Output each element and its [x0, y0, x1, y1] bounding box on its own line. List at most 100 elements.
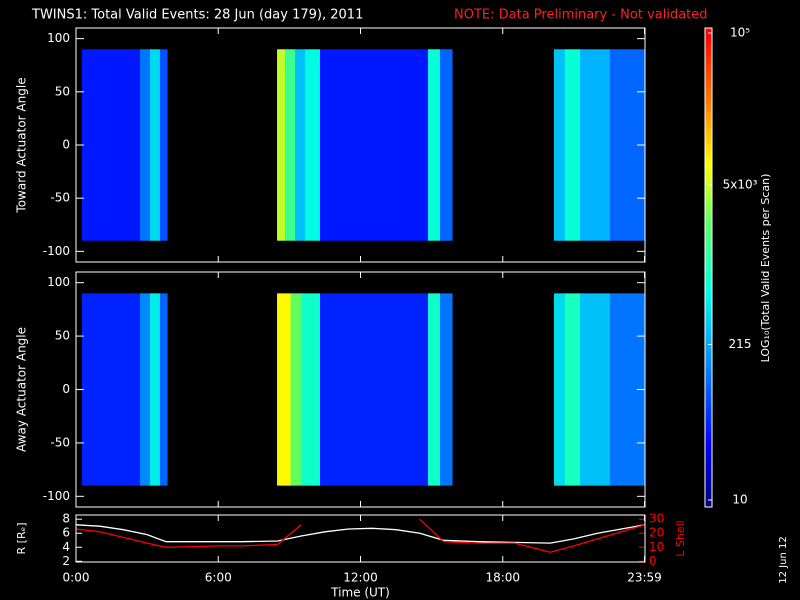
heatmap-cell: [319, 49, 429, 241]
colorbar-slice: [705, 364, 712, 367]
colorbar-slice: [705, 478, 712, 481]
colorbar-slice: [705, 224, 712, 227]
colorbar-slice: [705, 242, 712, 245]
colorbar-slice: [705, 302, 712, 305]
colorbar-slice: [705, 260, 712, 263]
colorbar-slice: [705, 250, 712, 253]
heatmap-cell: [277, 293, 292, 486]
colorbar-slice: [705, 58, 712, 61]
y-tick-label: 0: [62, 138, 70, 152]
colorbar-slice: [705, 410, 712, 413]
colorbar-slice: [705, 40, 712, 43]
colorbar-slice: [705, 232, 712, 235]
colorbar-slice: [705, 322, 712, 325]
colorbar-slice: [705, 396, 712, 399]
colorbar-slice: [705, 84, 712, 87]
colorbar-slice: [705, 106, 712, 109]
colorbar-slice: [705, 236, 712, 239]
colorbar-slice: [705, 88, 712, 91]
chart-title: TWINS1: Total Valid Events: 28 Jun (day …: [31, 8, 363, 23]
colorbar-slice: [705, 64, 712, 67]
colorbar-slice: [705, 192, 712, 195]
colorbar-slice: [705, 422, 712, 425]
y2-tick-label: 30: [649, 512, 664, 526]
colorbar-slice: [705, 166, 712, 169]
heatmap-cell: [284, 49, 296, 241]
colorbar-slice: [705, 488, 712, 491]
x-tick-label: 18:00: [485, 571, 520, 585]
colorbar-slice: [705, 460, 712, 463]
colorbar-slice: [705, 390, 712, 393]
x-tick-label: 0:00: [63, 571, 90, 585]
colorbar-slice: [705, 198, 712, 201]
colorbar-slice: [705, 268, 712, 271]
colorbar-slice: [705, 358, 712, 361]
colorbar-slice: [705, 176, 712, 179]
y-tick-label: 50: [55, 329, 70, 343]
colorbar-slice: [705, 142, 712, 145]
colorbar-slice: [705, 308, 712, 311]
colorbar-slice: [705, 436, 712, 439]
colorbar-label: LOG₁₀(Total Valid Events per Scan): [759, 174, 772, 363]
colorbar-slice: [705, 366, 712, 369]
colorbar-slice: [705, 346, 712, 349]
colorbar-slice: [705, 214, 712, 217]
colorbar-slice: [705, 496, 712, 499]
colorbar-slice: [705, 282, 712, 285]
colorbar-slice: [705, 146, 712, 149]
colorbar-slice: [705, 220, 712, 223]
colorbar-slice: [705, 44, 712, 47]
colorbar-slice: [705, 230, 712, 233]
colorbar-tick-label: 10⁵: [730, 26, 750, 40]
heatmap-cell: [428, 293, 441, 486]
colorbar-slice: [705, 174, 712, 177]
x-tick-label: 12:00: [343, 571, 378, 585]
colorbar-slice: [705, 452, 712, 455]
colorbar-slice: [705, 388, 712, 391]
colorbar-slice: [705, 156, 712, 159]
colorbar-slice: [705, 228, 712, 231]
colorbar-slice: [705, 92, 712, 95]
heatmap-cell: [301, 293, 321, 486]
colorbar-slice: [705, 504, 712, 507]
colorbar-slice: [705, 472, 712, 475]
colorbar-slice: [705, 160, 712, 163]
y2-tick-label: 20: [649, 526, 664, 540]
colorbar-slice: [705, 72, 712, 75]
colorbar-slice: [705, 104, 712, 107]
colorbar-slice: [705, 42, 712, 45]
colorbar-slice: [705, 34, 712, 37]
colorbar-slice: [705, 100, 712, 103]
colorbar-slice: [705, 314, 712, 317]
colorbar-slice: [705, 264, 712, 267]
colorbar-slice: [705, 312, 712, 315]
colorbar-slice: [705, 438, 712, 441]
colorbar-slice: [705, 468, 712, 471]
y-tick-label: -50: [50, 435, 70, 449]
colorbar-slice: [705, 200, 712, 203]
colorbar-slice: [705, 48, 712, 51]
colorbar-slice: [705, 470, 712, 473]
colorbar-slice: [705, 430, 712, 433]
colorbar-slice: [705, 56, 712, 59]
y-tick-label: 100: [47, 275, 70, 289]
colorbar-slice: [705, 398, 712, 401]
colorbar-slice: [705, 80, 712, 83]
colorbar-slice: [705, 70, 712, 73]
colorbar-slice: [705, 300, 712, 303]
heatmap-cell: [428, 49, 441, 241]
date-stamp: 12 Jun 12: [778, 536, 789, 583]
colorbar-slice: [705, 246, 712, 249]
colorbar-slice: [705, 330, 712, 333]
y-tick-label: 2: [62, 554, 70, 568]
colorbar-slice: [705, 482, 712, 485]
colorbar-slice: [705, 150, 712, 153]
heatmap-cell: [81, 293, 141, 486]
colorbar-slice: [705, 108, 712, 111]
colorbar-slice: [705, 428, 712, 431]
colorbar-slice: [705, 98, 712, 101]
colorbar-slice: [705, 28, 712, 31]
colorbar-slice: [705, 418, 712, 421]
colorbar-slice: [705, 96, 712, 99]
colorbar-slice: [705, 440, 712, 443]
